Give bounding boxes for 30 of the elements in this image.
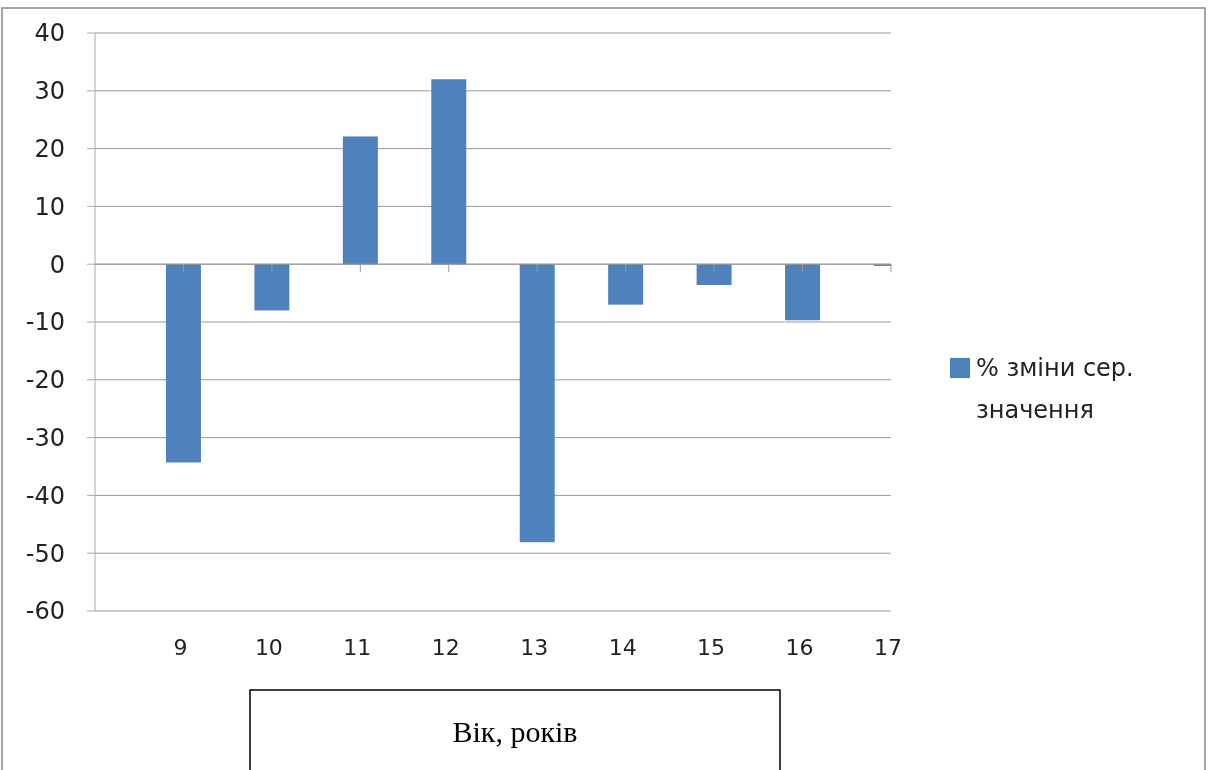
x-tick-label: 13 bbox=[520, 635, 549, 660]
bar bbox=[165, 264, 201, 463]
y-tick-label: 30 bbox=[34, 77, 65, 106]
x-axis-title: Вік, років bbox=[452, 715, 578, 748]
bar bbox=[431, 79, 467, 265]
bar bbox=[254, 264, 290, 311]
y-tick-label: 40 bbox=[34, 19, 65, 48]
bar bbox=[785, 264, 821, 321]
y-tick-label: -30 bbox=[25, 424, 65, 452]
x-tick-label: 12 bbox=[431, 635, 460, 660]
bar bbox=[608, 264, 644, 305]
bar bbox=[696, 264, 732, 286]
legend-label: % зміни сер. значення bbox=[976, 354, 1134, 425]
y-tick-label: -20 bbox=[25, 366, 65, 395]
x-tick-label: 17 bbox=[874, 635, 902, 660]
x-tick-label: 16 bbox=[785, 635, 814, 660]
y-tick-label: 0 bbox=[49, 250, 65, 279]
x-tick-label: 15 bbox=[697, 635, 726, 660]
bar bbox=[342, 136, 378, 265]
y-tick-label: 10 bbox=[34, 192, 65, 221]
x-tick-label: 11 bbox=[343, 635, 372, 660]
x-tick-label: 10 bbox=[254, 635, 283, 660]
y-tick-label: -50 bbox=[25, 539, 65, 568]
y-tick-label: -60 bbox=[25, 597, 65, 626]
y-tick-label: 20 bbox=[34, 135, 65, 163]
bar bbox=[519, 264, 555, 543]
y-tick-label: -10 bbox=[25, 308, 65, 337]
x-tick-label: 9 bbox=[173, 635, 188, 660]
y-tick-label: -40 bbox=[25, 481, 65, 510]
x-tick-label: 14 bbox=[608, 635, 637, 660]
